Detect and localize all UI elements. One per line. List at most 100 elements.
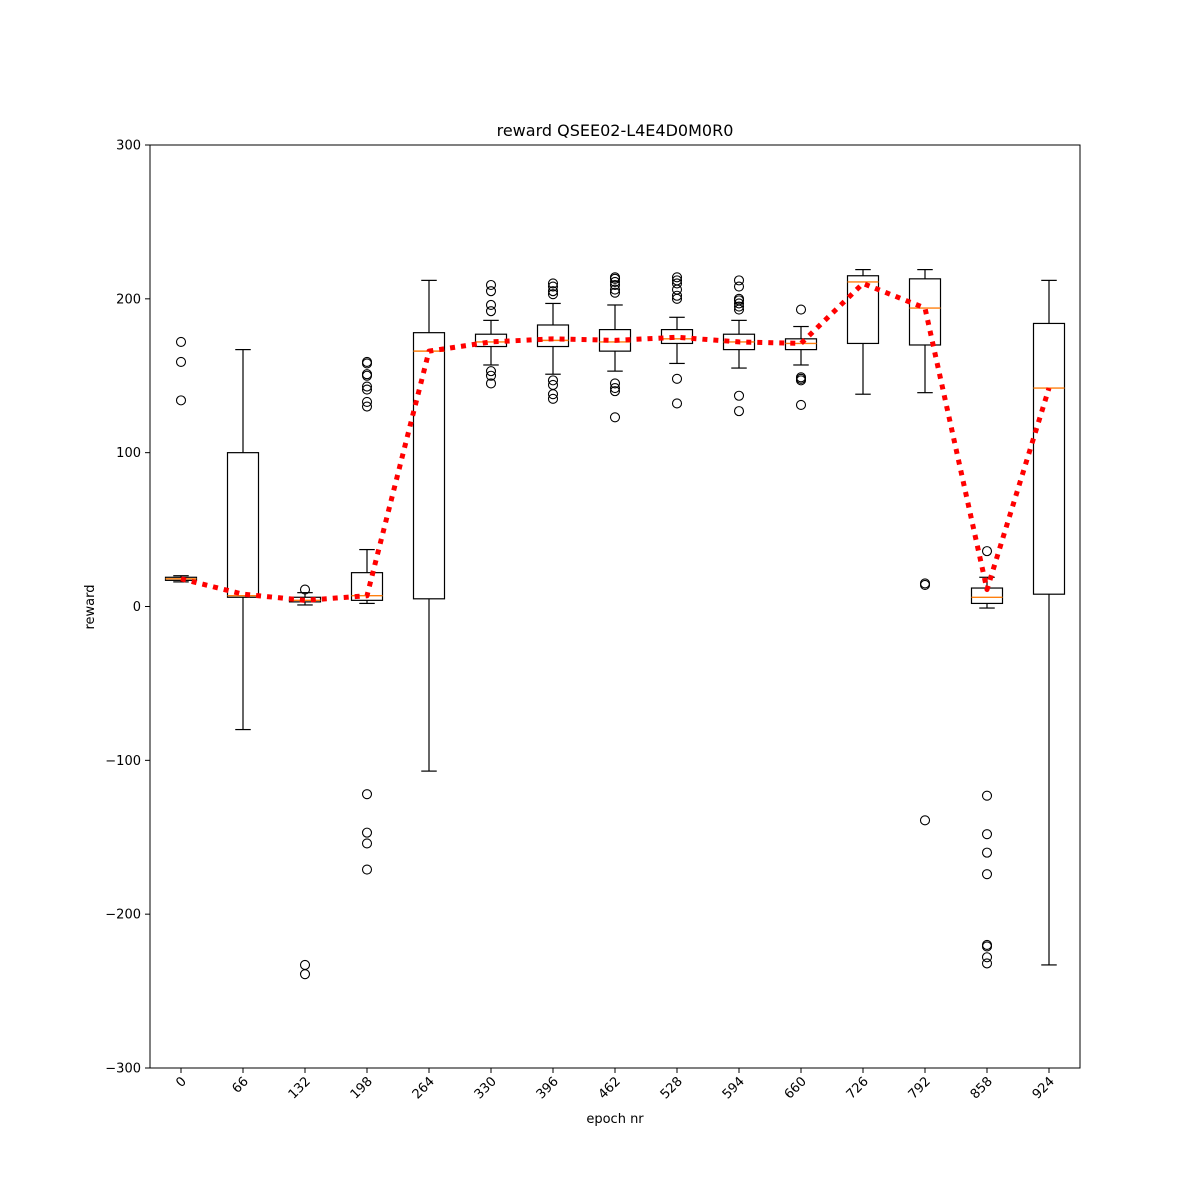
outlier-point — [299, 969, 311, 980]
y-tick-label: 300 — [116, 139, 141, 154]
x-tick-label: 462 — [596, 1074, 624, 1102]
outlier-point — [547, 286, 559, 297]
outlier-point — [733, 406, 745, 417]
outlier-point — [361, 356, 373, 367]
outlier-point — [981, 829, 993, 840]
plot-area: −300 −200 −100 0 100 200 300 0 66 132 198 264 330 396… — [105, 139, 1081, 1102]
outlier-point — [981, 952, 993, 963]
outlier-point — [175, 356, 187, 367]
box-iqr — [1032, 322, 1066, 595]
x-tick-label: 924 — [1030, 1074, 1058, 1102]
outlier-point — [361, 396, 373, 407]
outlier-point — [361, 381, 373, 392]
outlier-point — [733, 301, 745, 312]
y-tick-label: 100 — [116, 446, 141, 461]
mean-trend-line — [180, 280, 1052, 603]
outlier-point — [609, 383, 621, 394]
outlier-point — [919, 815, 931, 826]
x-tick-label: 792 — [906, 1074, 934, 1102]
outlier-point — [981, 941, 993, 952]
outlier-point — [609, 276, 621, 287]
x-tick-label: 858 — [968, 1074, 996, 1102]
outlier-point — [733, 293, 745, 304]
outlier-point — [671, 290, 683, 301]
box-iqr — [412, 332, 446, 600]
outlier-point — [609, 386, 621, 397]
outlier-point — [299, 584, 311, 595]
outlier-point — [547, 278, 559, 289]
outlier-point — [733, 390, 745, 401]
box-iqr — [350, 572, 384, 601]
outlier-point — [299, 959, 311, 970]
outlier-point — [733, 298, 745, 309]
outlier-point — [733, 281, 745, 292]
y-tick-label: 200 — [116, 292, 141, 307]
outlier-point — [981, 847, 993, 858]
x-tick-label: 66 — [230, 1074, 252, 1096]
outlier-point — [981, 546, 993, 557]
x-axis-label: epoch nr — [586, 1112, 644, 1127]
outlier-point — [485, 378, 497, 389]
x-tick-label: 660 — [782, 1074, 810, 1102]
outlier-point — [547, 379, 559, 391]
outlier-point — [547, 281, 559, 292]
outlier-point — [795, 372, 807, 383]
y-tick-label: 0 — [133, 600, 141, 615]
box-iqr — [226, 452, 260, 598]
outlier-point — [485, 366, 497, 377]
y-tick-label: −200 — [105, 908, 141, 923]
outlier-point — [609, 378, 621, 389]
outlier-point — [485, 279, 497, 291]
outlier-point — [485, 306, 497, 317]
box-iqr — [784, 338, 818, 351]
x-tick-label: 594 — [720, 1074, 748, 1102]
outlier-point — [361, 384, 373, 395]
outlier-point — [609, 272, 621, 283]
box-iqr — [474, 333, 508, 348]
outlier-point — [733, 275, 745, 286]
box-iqr — [660, 329, 694, 345]
outlier-point — [671, 278, 683, 289]
chart-title: reward QSEE02-L4E4D0M0R0 — [497, 121, 734, 140]
outlier-point — [671, 272, 683, 283]
outlier-point — [547, 289, 559, 300]
outlier-point — [795, 304, 807, 315]
outlier-point — [609, 412, 621, 423]
outlier-point — [361, 789, 373, 800]
outlier-point — [981, 958, 993, 969]
outlier-point — [361, 401, 373, 412]
outlier-point — [609, 287, 621, 298]
outlier-point — [547, 393, 559, 404]
box-iqr — [908, 278, 942, 346]
box-iqr — [846, 275, 880, 345]
x-tick-label: 726 — [844, 1074, 872, 1102]
box-iqr — [536, 324, 570, 348]
x-tick-label: 330 — [472, 1074, 500, 1102]
outlier-point — [671, 373, 683, 384]
outlier-point — [981, 790, 993, 801]
x-tick-label: 198 — [348, 1074, 376, 1102]
outlier-point — [361, 864, 373, 875]
x-tick-label: 264 — [410, 1074, 438, 1102]
y-tick-label: −100 — [105, 754, 141, 769]
outlier-point — [671, 275, 683, 286]
outlier-point — [175, 336, 187, 347]
outlier-point — [361, 827, 373, 838]
y-tick-label: −300 — [105, 1062, 141, 1077]
outlier-point — [547, 375, 559, 386]
outlier-point — [609, 279, 621, 291]
x-tick-label: 132 — [286, 1074, 314, 1102]
outlier-point — [361, 838, 373, 849]
x-tick-label: 0 — [173, 1074, 189, 1090]
outlier-point — [361, 369, 373, 380]
y-axis-label: reward — [83, 584, 98, 629]
outlier-point — [981, 869, 993, 880]
x-tick-label: 396 — [534, 1074, 562, 1102]
outlier-point — [485, 299, 497, 311]
x-tick-label: 528 — [658, 1074, 686, 1102]
outlier-point — [919, 578, 931, 589]
outlier-point — [609, 284, 621, 295]
outlier-point — [485, 286, 497, 297]
